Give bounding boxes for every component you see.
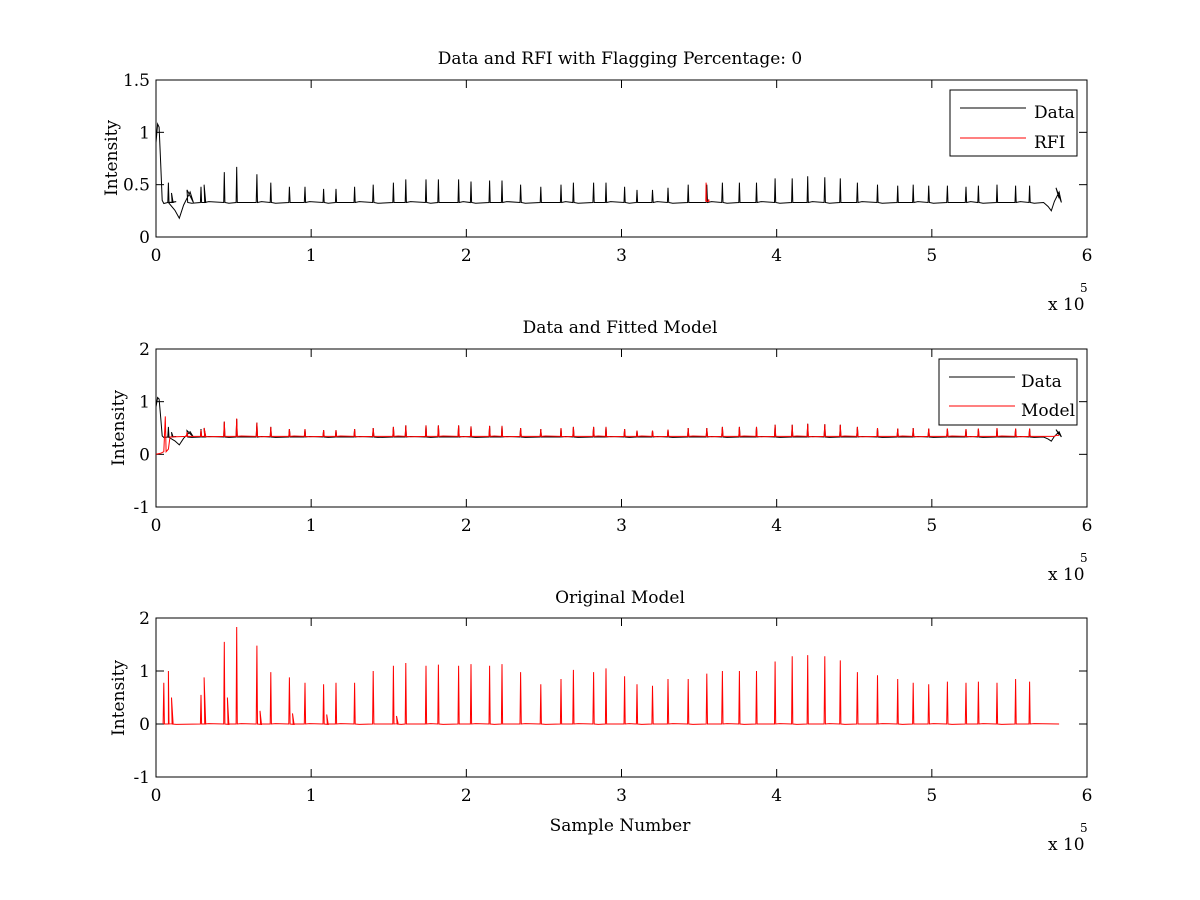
panel-2-x-tick-label: 0 xyxy=(151,516,162,536)
panel-2-x-tick-label: 6 xyxy=(1082,516,1093,536)
panel-1-y-tick-label: 1.5 xyxy=(123,71,150,91)
panel-2-legend-data-label: Data xyxy=(1021,372,1062,392)
panel-2-x-tick-label: 3 xyxy=(616,516,627,536)
panel-3-y-tick-label: 0 xyxy=(139,715,150,735)
panel-1-plot-area xyxy=(155,122,1062,220)
panel-2-series-model-line xyxy=(155,416,1060,455)
panel-3-x-tick-label: 6 xyxy=(1082,786,1093,806)
panel-1-legend-rfi-label: RFI xyxy=(1034,133,1065,153)
panel-1-x-tick-label: 1 xyxy=(306,246,317,266)
panel-1-x-tick-label: 3 xyxy=(616,246,627,266)
panel-3-y-ticks: -1 0 1 2 xyxy=(133,609,1087,788)
panel-1-y-tick-label: 0 xyxy=(139,228,150,248)
panel-2-legend: Data Model xyxy=(938,358,1078,426)
panel-2-x-tick-label: 4 xyxy=(771,516,782,536)
panel-1-x-tick-label: 0 xyxy=(151,246,162,266)
panel-2-plot-area xyxy=(155,396,1062,455)
panel-2-ylabel: Intensity xyxy=(109,390,129,466)
panel-2-y-tick-label: 0 xyxy=(139,445,150,465)
panel-3-x-ticks: 0 1 2 3 4 5 6 xyxy=(151,618,1093,806)
panel-3-title: Original Model xyxy=(555,588,685,608)
panel-3-x-tick-label: 4 xyxy=(771,786,782,806)
panel-1-title: Data and RFI with Flagging Percentage: 0 xyxy=(438,49,802,69)
panel-1-x-tick-label: 2 xyxy=(461,246,472,266)
panel-1-series-rfi-line xyxy=(705,182,710,202)
panel-3-y-tick-label: -1 xyxy=(133,768,150,788)
panel-1-ylabel: Intensity xyxy=(102,120,122,196)
panel-2-y-ticks: -1 0 1 2 xyxy=(133,340,1087,518)
panel-3-x-tick-label: 3 xyxy=(616,786,627,806)
panel-3-x-tick-label: 1 xyxy=(306,786,317,806)
panel-1: Data and RFI with Flagging Percentage: 0… xyxy=(102,49,1092,315)
panel-2-y-tick-label: -1 xyxy=(133,498,150,518)
panel-1-x-exponent-power: 5 xyxy=(1080,281,1088,295)
panel-1-axes-box xyxy=(155,79,1088,238)
panel-2-y-tick-label: 1 xyxy=(139,393,150,413)
panel-2-legend-model-label: Model xyxy=(1021,401,1075,421)
panel-2-x-tick-label: 5 xyxy=(926,516,937,536)
panel-3-x-exponent-power: 5 xyxy=(1080,821,1088,835)
panel-3-plot-area xyxy=(162,626,1060,725)
panel-1-series-data-line xyxy=(155,122,1062,220)
panel-3-x-tick-label: 5 xyxy=(926,786,937,806)
panel-2-x-exponent-power: 5 xyxy=(1080,551,1088,565)
panel-1-x-exponent-base: x 10 xyxy=(1048,295,1085,315)
panel-3-x-tick-label: 2 xyxy=(461,786,472,806)
panel-2-x-tick-label: 2 xyxy=(461,516,472,536)
panel-2-x-ticks: 0 1 2 3 4 5 6 xyxy=(151,349,1093,536)
panel-3-ylabel: Intensity xyxy=(109,660,129,736)
panel-1-x-tick-label: 6 xyxy=(1082,246,1093,266)
panel-1-legend-box xyxy=(949,89,1078,157)
panel-1-x-tick-label: 5 xyxy=(926,246,937,266)
panel-3-y-tick-label: 2 xyxy=(139,609,150,629)
panel-1-x-tick-label: 4 xyxy=(771,246,782,266)
panel-1-legend-data-label: Data xyxy=(1034,103,1075,123)
panel-1-legend: Data RFI xyxy=(949,89,1078,157)
panel-3-series-model-line xyxy=(162,626,1060,725)
panel-1-y-tick-label: 1 xyxy=(139,123,150,143)
panel-2-x-exponent-base: x 10 xyxy=(1048,565,1085,585)
panel-3-x-tick-label: 0 xyxy=(151,786,162,806)
panel-2-title: Data and Fitted Model xyxy=(523,318,718,338)
panel-3-xlabel: Sample Number xyxy=(550,816,692,836)
panel-3-y-tick-label: 1 xyxy=(139,662,150,682)
panel-1-y-ticks: 0 0.5 1 1.5 xyxy=(123,71,1087,248)
panel-2-x-tick-label: 1 xyxy=(306,516,317,536)
panel-2-y-tick-label: 2 xyxy=(139,340,150,360)
panel-1-y-tick-label: 0.5 xyxy=(123,176,150,196)
panel-3-axes-box xyxy=(155,617,1088,778)
panel-1-x-ticks: 0 1 2 3 4 5 6 xyxy=(151,80,1093,266)
panel-2-legend-box xyxy=(938,358,1078,426)
panel-3-x-exponent-base: x 10 xyxy=(1048,835,1085,855)
